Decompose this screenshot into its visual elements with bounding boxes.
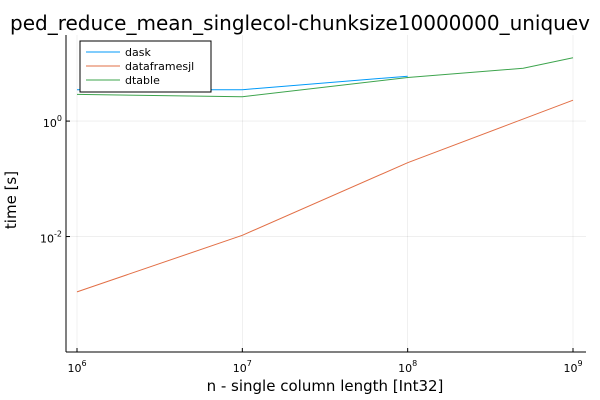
x-tick-label-3: 109 — [563, 359, 582, 375]
grid — [66, 35, 586, 352]
legend-label-dask: dask — [125, 46, 151, 59]
series-line-dataframesjl — [76, 99, 574, 293]
chart-title: ped_reduce_mean_singlecol-chunksize10000… — [10, 11, 590, 35]
y-axis-label: time [s] — [2, 171, 20, 229]
x-axis-label: n - single column length [Int32] — [207, 377, 444, 395]
legend-label-dtable: dtable — [125, 74, 160, 87]
tick-labels: 106 107 108 109 10-2 100 — [40, 114, 583, 375]
x-tick-label-0: 106 — [67, 359, 86, 375]
axes — [65, 35, 586, 353]
y-tick-label-1: 100 — [43, 114, 62, 130]
x-tick-label-2: 108 — [398, 359, 417, 375]
y-tick-label-0: 10-2 — [40, 230, 62, 246]
x-tick-label-1: 107 — [233, 359, 252, 375]
series-line-dtable — [76, 57, 574, 98]
legend-label-dataframesjl: dataframesjl — [125, 60, 194, 73]
